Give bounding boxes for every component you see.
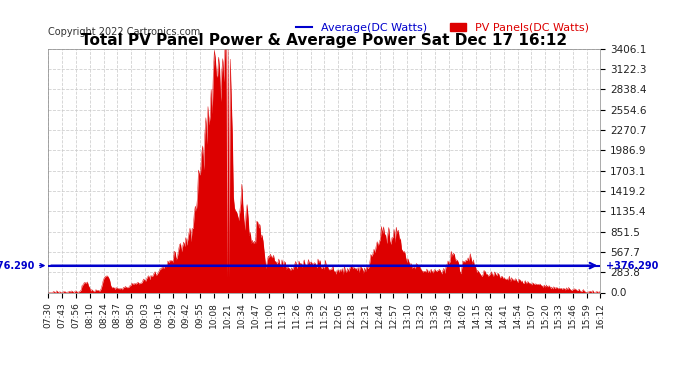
Legend: Average(DC Watts), PV Panels(DC Watts): Average(DC Watts), PV Panels(DC Watts) xyxy=(296,22,589,33)
Text: +376.290: +376.290 xyxy=(0,261,44,271)
Text: +376.290: +376.290 xyxy=(606,261,658,271)
Title: Total PV Panel Power & Average Power Sat Dec 17 16:12: Total PV Panel Power & Average Power Sat… xyxy=(81,33,567,48)
Text: Copyright 2022 Cartronics.com: Copyright 2022 Cartronics.com xyxy=(48,27,201,37)
